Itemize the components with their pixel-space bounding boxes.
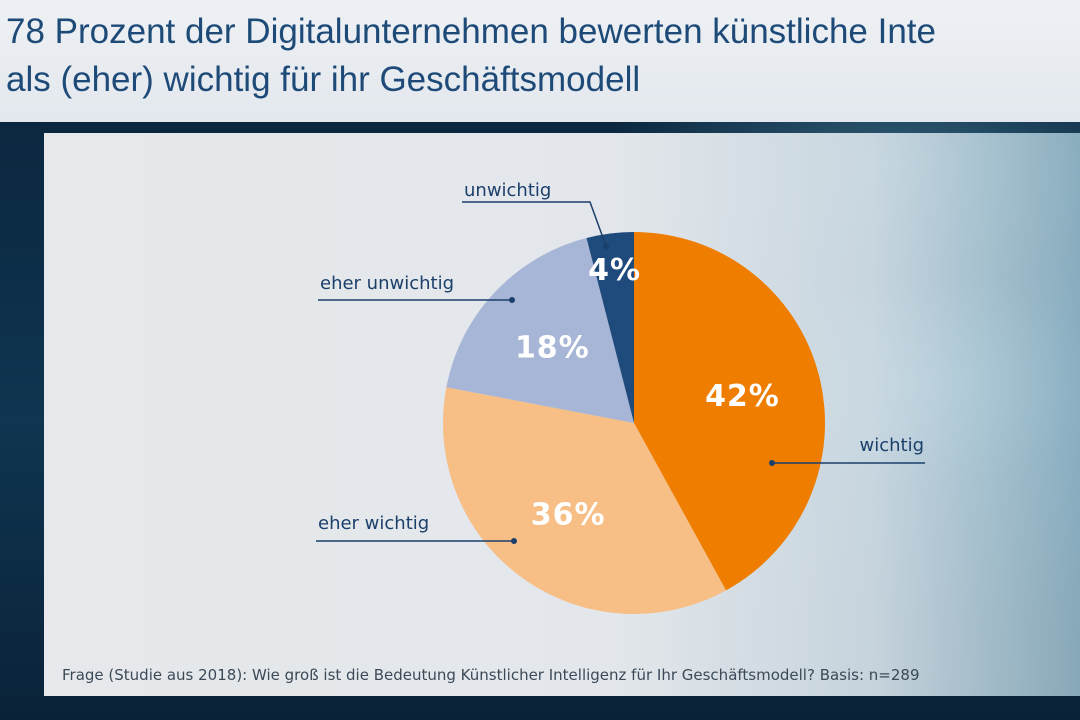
chart-title-line-1: 78 Prozent der Digitalunternehmen bewert… [6, 12, 936, 51]
category-label-eher-unwichtig: eher unwichtig [320, 273, 454, 294]
leader-dot [769, 460, 775, 466]
pie-slice-eher-wichtig [443, 387, 727, 615]
slice-value-label: 18% [515, 330, 590, 365]
leader-dot [509, 297, 515, 303]
category-label-eher-wichtig: eher wichtig [318, 513, 429, 534]
slice-value-label: 42% [705, 379, 780, 414]
leader-dot [603, 243, 609, 249]
chart-title-line-2: als (eher) wichtig für ihr Geschäftsmode… [6, 60, 641, 99]
leader-dot [511, 538, 517, 544]
slice-value-label: 36% [531, 498, 606, 533]
category-label-wichtig: wichtig [859, 435, 924, 456]
pie-slice-wichtig [634, 232, 826, 591]
footnote: Frage (Studie aus 2018): Wie groß ist di… [62, 666, 920, 684]
title-banner: 78 Prozent der Digitalunternehmen bewert… [0, 0, 1080, 122]
category-label-unwichtig: unwichtig [464, 180, 551, 201]
pie-slice-unwichtig [586, 232, 634, 423]
pie-slice-eher-unwichtig [446, 238, 634, 423]
slice-value-label: 4% [588, 253, 641, 288]
leader-line [462, 201, 607, 247]
